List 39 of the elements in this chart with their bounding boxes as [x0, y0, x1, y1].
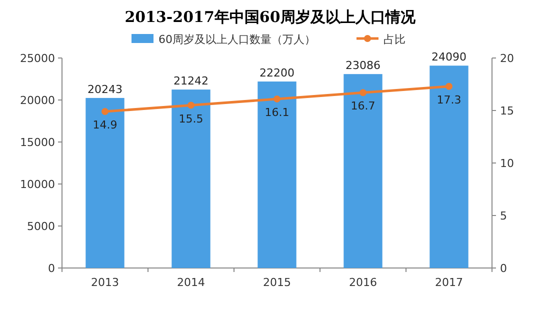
- point: [188, 102, 194, 109]
- bar: [86, 98, 124, 268]
- y-tick-label: 20000: [20, 94, 55, 107]
- data-label: 15.5: [178, 112, 204, 126]
- chart-title: 2013-2017年中国60周岁及以上人口情况: [124, 8, 416, 26]
- y-tick-label: 15000: [20, 136, 55, 149]
- data-label: 24090: [432, 50, 466, 64]
- data-label: 23086: [346, 59, 380, 72]
- x-tick-label: 2013: [91, 276, 119, 289]
- x-tick-label: 2015: [263, 276, 291, 289]
- data-label: 16.1: [264, 106, 290, 119]
- data-label: 21242: [174, 74, 208, 88]
- y-tick-label: 25000: [20, 52, 55, 65]
- y2-tick-label: 10: [500, 157, 514, 170]
- y2-tick-label: 5: [500, 210, 507, 222]
- x-tick-label: 2017: [435, 276, 463, 289]
- point: [360, 89, 366, 96]
- data-label: 17.3: [436, 93, 462, 106]
- data-label: 22200: [260, 66, 294, 80]
- bar: [258, 82, 296, 268]
- data-label: 20243: [88, 82, 122, 96]
- bar: [172, 90, 210, 268]
- bar: [430, 66, 468, 268]
- point: [446, 82, 452, 90]
- data-label: 16.7: [350, 100, 376, 113]
- point: [102, 108, 108, 116]
- legend-label: 60周岁及以上人口数量（万人）: [158, 33, 316, 46]
- point: [274, 95, 280, 102]
- bar: [344, 74, 382, 268]
- legend-label: 占比: [384, 33, 406, 46]
- x-tick-label: 2016: [349, 276, 377, 289]
- y-tick-label: 0: [48, 262, 55, 275]
- data-label: 14.9: [92, 118, 118, 132]
- y2-tick-label: 20: [500, 52, 514, 65]
- y-tick-label: 10000: [20, 178, 55, 191]
- y2-tick-label: 0: [500, 262, 507, 275]
- x-tick-label: 2014: [177, 276, 205, 289]
- y-tick-label: 5000: [27, 220, 55, 233]
- y2-tick-label: 15: [500, 104, 514, 118]
